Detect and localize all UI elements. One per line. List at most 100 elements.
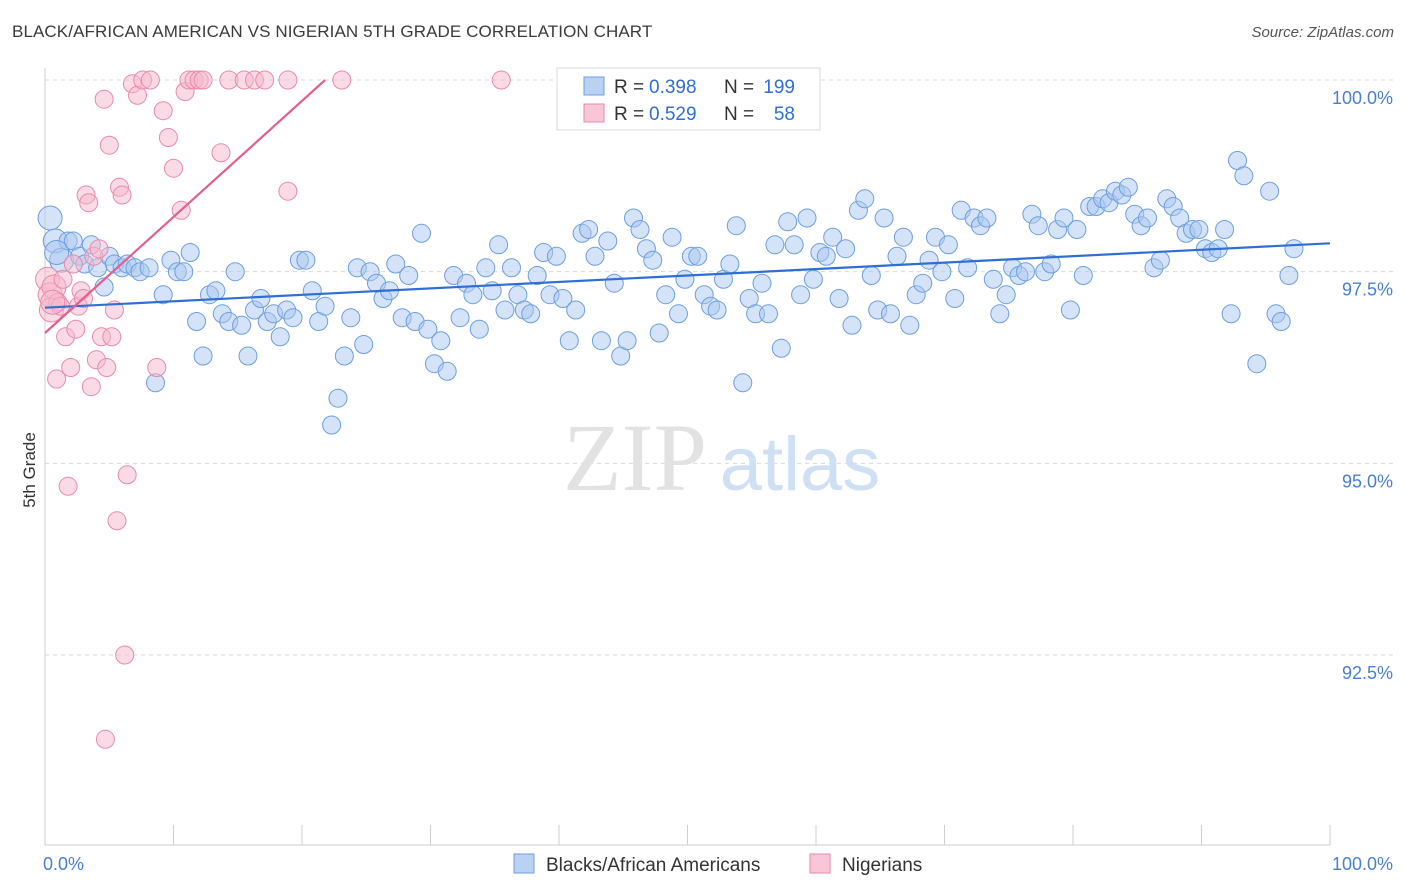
legend-n-label-0: N =: [724, 77, 754, 98]
point-blacks-128: [861, 266, 881, 285]
point-blacks-92: [630, 220, 650, 239]
point-blacks-44: [322, 415, 342, 435]
point-nigerians-52: [278, 70, 298, 90]
point-blacks-156: [1041, 254, 1061, 274]
point-blacks-79: [546, 246, 566, 266]
point-nigerians-51: [255, 70, 275, 90]
legend-n-value-0: 199: [763, 77, 795, 98]
legend-swatch-nigerians: [583, 103, 605, 123]
point-nigerians-37: [147, 358, 167, 377]
point-blacks-97: [662, 227, 682, 247]
point-blacks-95: [649, 323, 669, 343]
point-blacks-104: [707, 300, 727, 320]
point-blacks-106: [720, 254, 740, 274]
point-nigerians-23: [94, 89, 114, 109]
watermark-zip: ZIP: [563, 404, 707, 511]
point-blacks-114: [771, 338, 791, 358]
point-nigerians-25: [99, 135, 119, 155]
point-blacks-108: [733, 373, 753, 393]
point-nigerians-57: [40, 289, 66, 315]
point-nigerians-47: [211, 143, 231, 163]
point-nigerians-55: [491, 70, 511, 90]
y-tick-label-2: 97.5%: [1342, 280, 1393, 300]
point-blacks-173: [1150, 250, 1170, 270]
source-label: Source: ZipAtlas.com: [1251, 24, 1394, 41]
point-blacks-45: [328, 388, 348, 408]
point-blacks-125: [842, 315, 862, 335]
point-blacks-183: [1215, 220, 1235, 239]
point-nigerians-53: [278, 181, 298, 201]
legend-n-value-1: 58: [774, 104, 795, 125]
legend-r-label-0: R =: [614, 77, 644, 98]
point-blacks-54: [386, 254, 406, 274]
point-blacks-67: [469, 319, 489, 339]
point-nigerians-30: [112, 185, 132, 205]
point-blacks-23: [187, 312, 207, 331]
trend-line-nigerians: [44, 79, 326, 334]
bottom-legend-label-blacks: Blacks/African Americans: [546, 855, 760, 876]
point-blacks-146: [977, 208, 997, 228]
x-tick-labels: 0.0% 100.0%: [43, 854, 1393, 874]
point-blacks-160: [1067, 220, 1087, 239]
point-blacks-80: [553, 289, 573, 308]
point-blacks-186: [1234, 166, 1254, 186]
point-nigerians-18: [81, 377, 101, 397]
series-nigerians-points: [35, 70, 511, 749]
point-blacks-134: [900, 315, 920, 335]
point-blacks-132: [887, 246, 907, 266]
point-blacks-119: [803, 269, 823, 289]
x-tick-label-0: 0.0%: [43, 854, 84, 874]
point-nigerians-9: [58, 476, 78, 496]
point-blacks-30: [232, 315, 252, 335]
point-blacks-76: [527, 266, 547, 285]
point-nigerians-54: [332, 70, 352, 90]
point-blacks-141: [945, 289, 965, 308]
point-nigerians-7: [53, 269, 73, 289]
point-nigerians-31: [115, 645, 135, 665]
point-nigerians-17: [79, 193, 99, 213]
point-blacks-56: [399, 266, 419, 285]
point-blacks-36: [270, 327, 290, 347]
point-nigerians-4: [47, 369, 67, 389]
bottom-legend-swatch-nigerians: [809, 853, 831, 874]
point-blacks-96: [656, 285, 676, 305]
y-tick-label-3: 100.0%: [1332, 88, 1393, 108]
point-blacks-191: [1279, 266, 1299, 285]
series-blacks-points: [37, 151, 1304, 435]
point-blacks-124: [836, 239, 856, 259]
point-blacks-117: [791, 285, 811, 305]
point-blacks-115: [778, 212, 798, 232]
legend-r-value-1: 0.529: [649, 104, 697, 125]
point-blacks-64: [450, 308, 470, 328]
point-blacks-127: [855, 189, 875, 209]
point-blacks-21: [174, 262, 194, 282]
point-blacks-133: [893, 227, 913, 247]
point-blacks-59: [418, 319, 438, 339]
point-blacks-68: [476, 258, 496, 278]
point-blacks-101: [688, 246, 708, 266]
point-blacks-161: [1073, 266, 1093, 285]
point-nigerians-40: [164, 158, 183, 178]
point-blacks-86: [591, 331, 611, 351]
point-blacks-18: [153, 285, 173, 305]
point-blacks-71: [495, 300, 515, 320]
point-blacks-61: [431, 331, 451, 351]
point-blacks-72: [502, 258, 521, 278]
point-blacks-187: [1247, 354, 1267, 374]
bottom-legend-swatch-blacks: [513, 853, 535, 874]
point-blacks-158: [1054, 208, 1074, 228]
point-nigerians-39: [158, 128, 178, 147]
y-tick-labels: 92.5% 95.0% 97.5% 100.0%: [1332, 88, 1393, 683]
watermark: ZIP atlas: [563, 404, 880, 511]
point-blacks-184: [1221, 304, 1241, 324]
point-blacks-107: [726, 216, 746, 236]
y-tick-label-1: 95.0%: [1342, 471, 1393, 491]
point-blacks-136: [913, 273, 933, 293]
grid-lines: [45, 79, 1395, 656]
point-blacks-31: [238, 346, 258, 366]
watermark-atlas: atlas: [720, 422, 881, 507]
point-blacks-58: [412, 223, 431, 243]
point-blacks-24: [193, 346, 213, 366]
point-blacks-47: [341, 308, 361, 328]
